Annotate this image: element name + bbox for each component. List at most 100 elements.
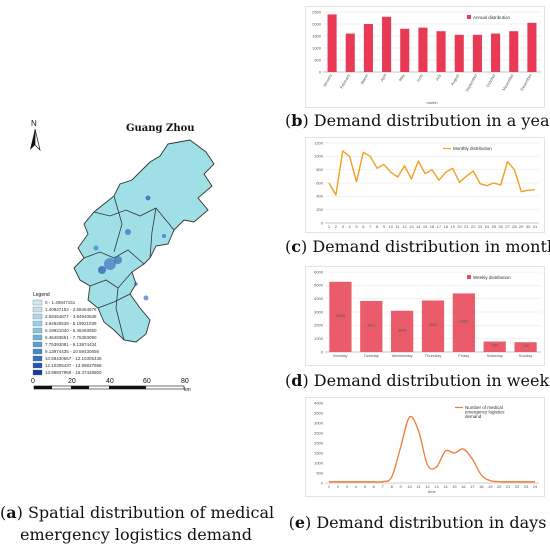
bar bbox=[360, 300, 383, 352]
scale-unit: km bbox=[184, 387, 191, 392]
y-tick-label: 2000 bbox=[314, 323, 324, 328]
y-tick-label: 2000 bbox=[312, 21, 322, 26]
y-tick-label: 0 bbox=[321, 220, 324, 225]
y-tick-label: 4000 bbox=[314, 400, 324, 405]
legend-marker bbox=[467, 275, 471, 279]
caption-e-text: Demand distribution in days bbox=[311, 513, 547, 532]
scale-labels: 0 20 40 60 80 km bbox=[31, 378, 191, 393]
x-tick-label: 14 bbox=[416, 224, 421, 229]
caption-e: (e) Demand distribution in days bbox=[288, 513, 547, 532]
legend-swatch bbox=[32, 313, 43, 320]
scale-label: 40 bbox=[106, 378, 114, 385]
y-tick-label: 0 bbox=[319, 69, 322, 74]
panel-d: 0 1000 2000 3000 4000 5000 6000 5265 3831 3094 386… bbox=[305, 266, 545, 366]
x-tick-label: 15 bbox=[423, 224, 428, 229]
legend-item-label: 3.94940539 - 5.19921039 bbox=[45, 321, 97, 326]
legend-swatch bbox=[32, 355, 43, 362]
x-tick-label: August bbox=[450, 72, 461, 86]
y-tick-label: 2500 bbox=[312, 9, 322, 14]
x-tick-label: 8 bbox=[376, 224, 379, 229]
x-tick-label: January bbox=[322, 73, 333, 88]
x-tick-label: March bbox=[359, 73, 369, 85]
scale-label: 0 bbox=[31, 378, 35, 385]
y-tick-label: 1500 bbox=[312, 33, 322, 38]
y-tick-label: 1000 bbox=[312, 45, 322, 50]
legend-label: Monthly distribution bbox=[453, 146, 492, 151]
guangzhou-region-shape bbox=[73, 139, 215, 343]
caption-c-label: c bbox=[291, 237, 301, 256]
bar bbox=[483, 341, 506, 352]
legend-swatch bbox=[32, 341, 43, 348]
chart-border bbox=[305, 137, 545, 233]
legend-item-label: 0 - 1.40847151 bbox=[45, 300, 76, 305]
x-tick-label: 13 bbox=[409, 224, 414, 229]
x-tick-label: 15 bbox=[452, 484, 457, 489]
x-tick-label: Thursday bbox=[425, 353, 442, 358]
bar-data-label: 735 bbox=[522, 343, 529, 348]
bar-data-label: 3863 bbox=[429, 322, 439, 327]
y-tick-label: 3000 bbox=[314, 309, 324, 314]
bar bbox=[514, 342, 537, 352]
x-tick-label: 22 bbox=[471, 224, 476, 229]
x-tick-label: 17 bbox=[437, 224, 442, 229]
map-figure: Guang Zhou N bbox=[30, 119, 215, 393]
x-tick-label: 19 bbox=[488, 484, 493, 489]
bar-data-label: 4393 bbox=[459, 319, 469, 324]
x-tick-label: 10 bbox=[389, 224, 394, 229]
caption-a-line1: Spatial distribution of medical bbox=[22, 503, 275, 522]
x-tick-label: 12 bbox=[425, 484, 430, 489]
x-tick-label: 5 bbox=[364, 484, 367, 489]
bar bbox=[391, 310, 414, 352]
legend-label: demand bbox=[465, 414, 482, 419]
x-tick-label: 7 bbox=[382, 484, 385, 489]
x-tick-label: 16 bbox=[461, 484, 466, 489]
x-tick-label: 21 bbox=[464, 224, 469, 229]
legend-item-label: 7.75393091 - 9.13974434 bbox=[45, 342, 97, 347]
x-tick-label: 12 bbox=[402, 224, 407, 229]
x-tick-label: 3 bbox=[346, 484, 349, 489]
y-tick-label: 3500 bbox=[314, 410, 324, 415]
legend-label: Annual distribution bbox=[473, 15, 511, 20]
y-tick-label: 2000 bbox=[314, 440, 324, 445]
legend-item-label: 6.46493551 - 7.75393090 bbox=[45, 335, 97, 340]
series-line bbox=[328, 150, 536, 196]
scale-bar bbox=[33, 385, 185, 390]
x-tick-label: 29 bbox=[519, 224, 524, 229]
y-tick-label: 6000 bbox=[314, 269, 324, 274]
y-tick-label: 200 bbox=[316, 207, 323, 212]
x-tick-label: 9 bbox=[400, 484, 403, 489]
x-tick-label: 9 bbox=[383, 224, 386, 229]
y-tick-label: 0 bbox=[321, 480, 324, 485]
bar bbox=[327, 14, 337, 72]
series-line bbox=[328, 415, 535, 483]
caption-b-label: b bbox=[291, 111, 303, 130]
y-tick-label: 600 bbox=[316, 180, 323, 185]
bar-data-label: 3094 bbox=[398, 327, 408, 332]
x-tick-label: 22 bbox=[515, 484, 520, 489]
y-tick-label: 1000 bbox=[314, 336, 324, 341]
caption-d: (d) Demand distribution in weeks bbox=[285, 370, 550, 392]
x-tick-label: June bbox=[415, 72, 424, 83]
legend-item-label: 9.13974435 - 10.59430656 bbox=[45, 349, 100, 354]
x-tick-label: 4 bbox=[348, 224, 351, 229]
x-tick-label: 21 bbox=[506, 484, 511, 489]
panel-c: 0 200 400 600 800 1000 1200 1 2 3 4 5 6 7 8 9 10 11 12 13 14… bbox=[305, 137, 545, 233]
x-tick-label: 7 bbox=[369, 224, 372, 229]
x-tick-label: 11 bbox=[416, 484, 421, 489]
caption-a-label: a bbox=[6, 503, 17, 522]
legend-swatch bbox=[32, 348, 43, 355]
legend-swatch bbox=[32, 299, 43, 306]
y-tick-label: 5000 bbox=[314, 283, 324, 288]
map-title: Guang Zhou bbox=[126, 123, 195, 134]
y-tick-label: 400 bbox=[316, 194, 323, 199]
x-tick-label: 31 bbox=[533, 224, 538, 229]
x-tick-label: 20 bbox=[457, 224, 462, 229]
legend-label: emergency logistics bbox=[465, 410, 505, 415]
y-tick-label: 500 bbox=[316, 470, 323, 475]
caption-a-line2: emergency logistics demand bbox=[20, 525, 252, 544]
y-tick-label: 1500 bbox=[314, 450, 324, 455]
x-tick-label: Monday bbox=[333, 353, 347, 358]
legend-swatch bbox=[32, 327, 43, 334]
